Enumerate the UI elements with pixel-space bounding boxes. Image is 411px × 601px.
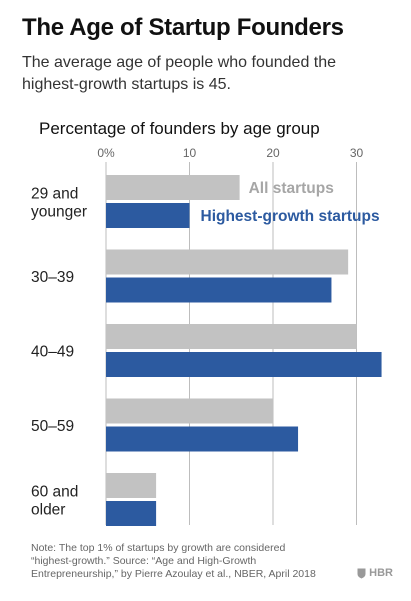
legend-label: All startups bbox=[249, 180, 334, 197]
page-title: The Age of Startup Founders bbox=[22, 14, 344, 41]
category-label: 40–49 bbox=[31, 344, 74, 361]
bar-highest-growth bbox=[106, 501, 157, 526]
chart-title: Percentage of founders by age group bbox=[39, 119, 320, 138]
x-tick-label: 0% bbox=[97, 146, 115, 160]
logo-text: HBR bbox=[369, 567, 393, 579]
bar-highest-growth bbox=[106, 426, 299, 452]
source-note: Note: The top 1% of startups by growth a… bbox=[31, 542, 351, 581]
bar-all-startups bbox=[106, 398, 273, 424]
category-label: 30–39 bbox=[31, 269, 74, 286]
category-label: 50–59 bbox=[31, 418, 74, 435]
shield-icon bbox=[357, 568, 366, 579]
x-tick-label: 10 bbox=[183, 146, 197, 160]
category-label: younger bbox=[31, 204, 87, 221]
bar-highest-growth bbox=[106, 352, 382, 377]
bar-all-startups bbox=[106, 324, 357, 349]
bar-all-startups bbox=[106, 249, 349, 275]
category-label: older bbox=[31, 502, 65, 519]
bar-highest-growth bbox=[106, 277, 332, 303]
x-tick-label: 20 bbox=[266, 146, 280, 160]
note-line: “highest-growth.” Source: “Age and High-… bbox=[31, 555, 257, 567]
hbr-logo: HBR bbox=[357, 567, 393, 579]
bar-all-startups bbox=[106, 175, 240, 200]
legend-label: Highest-growth startups bbox=[201, 208, 380, 225]
x-tick-label: 30 bbox=[350, 146, 364, 160]
category-label: 60 and bbox=[31, 484, 78, 501]
note-line: Note: The top 1% of startups by growth a… bbox=[31, 542, 286, 554]
note-line: Entrepreneurship,” by Pierre Azoulay et … bbox=[31, 568, 316, 580]
page-subtitle: The average age of people who founded th… bbox=[22, 54, 337, 93]
bar-all-startups bbox=[106, 473, 157, 498]
category-label: 29 and bbox=[31, 186, 78, 203]
bar-highest-growth bbox=[106, 203, 190, 228]
